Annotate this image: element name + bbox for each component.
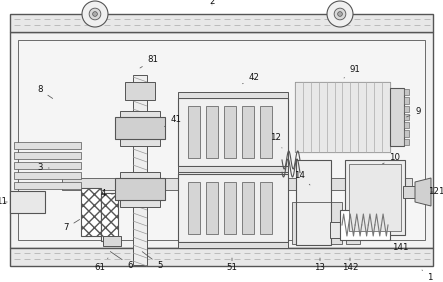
Bar xyxy=(404,97,409,103)
Bar xyxy=(404,114,409,120)
Bar xyxy=(10,32,433,248)
Text: 13: 13 xyxy=(315,258,326,272)
Bar xyxy=(14,172,81,179)
Bar xyxy=(14,162,81,169)
Text: 12: 12 xyxy=(271,133,282,148)
Text: 142: 142 xyxy=(342,258,358,272)
Bar xyxy=(10,248,433,266)
Bar xyxy=(101,193,118,241)
Bar xyxy=(404,105,409,112)
Bar xyxy=(334,82,342,152)
Bar xyxy=(310,202,324,244)
Text: 10: 10 xyxy=(382,153,400,164)
Text: 2: 2 xyxy=(209,0,215,6)
Text: 9: 9 xyxy=(407,107,421,117)
Bar xyxy=(178,92,288,98)
Bar xyxy=(103,236,121,246)
Bar xyxy=(345,160,405,235)
Text: 7: 7 xyxy=(63,219,80,232)
Text: 3: 3 xyxy=(37,164,49,173)
Bar xyxy=(242,182,254,234)
Bar xyxy=(350,82,358,152)
Bar xyxy=(133,75,147,265)
Bar xyxy=(14,142,81,149)
Bar xyxy=(178,174,288,242)
Bar xyxy=(366,82,374,152)
Bar xyxy=(18,40,425,240)
Bar xyxy=(178,166,288,172)
Bar xyxy=(374,82,382,152)
Bar xyxy=(303,82,311,152)
Bar xyxy=(390,88,404,146)
Bar xyxy=(295,82,303,152)
Text: 4: 4 xyxy=(100,190,113,199)
Text: 8: 8 xyxy=(37,85,53,98)
Bar xyxy=(81,188,101,236)
Circle shape xyxy=(338,12,342,16)
Bar xyxy=(178,168,288,174)
Bar xyxy=(326,82,334,152)
Bar xyxy=(342,82,350,152)
Bar xyxy=(14,182,81,189)
Bar xyxy=(340,210,390,240)
Bar xyxy=(319,82,326,152)
Bar xyxy=(404,89,409,95)
Text: 1: 1 xyxy=(422,270,433,282)
Bar xyxy=(260,182,272,234)
Text: 61: 61 xyxy=(94,258,108,272)
Bar xyxy=(403,186,417,198)
Bar xyxy=(296,160,331,245)
Bar xyxy=(125,82,155,100)
Bar xyxy=(349,164,401,231)
Text: 14: 14 xyxy=(295,171,310,185)
Bar xyxy=(206,182,218,234)
Text: 42: 42 xyxy=(242,74,260,84)
Bar xyxy=(188,106,200,158)
Bar xyxy=(188,182,200,234)
Bar xyxy=(224,106,236,158)
Text: 121: 121 xyxy=(428,188,443,197)
Bar xyxy=(346,202,360,244)
Bar xyxy=(311,82,319,152)
Bar xyxy=(120,111,160,146)
Polygon shape xyxy=(415,178,431,206)
Bar xyxy=(328,202,342,244)
Bar xyxy=(206,106,218,158)
Circle shape xyxy=(82,1,108,27)
Text: 141: 141 xyxy=(390,240,408,252)
Bar xyxy=(404,122,409,128)
Bar xyxy=(330,222,368,238)
Bar xyxy=(115,117,165,139)
Bar xyxy=(242,106,254,158)
Circle shape xyxy=(89,8,101,20)
Bar xyxy=(120,172,160,207)
Bar xyxy=(358,82,366,152)
Text: 51: 51 xyxy=(226,258,237,272)
Bar xyxy=(10,14,433,32)
Text: 81: 81 xyxy=(140,56,159,68)
Text: 5: 5 xyxy=(142,252,163,270)
Circle shape xyxy=(334,8,346,20)
Text: 91: 91 xyxy=(344,65,361,78)
Bar xyxy=(295,82,390,152)
Bar xyxy=(260,106,272,158)
Bar xyxy=(10,191,45,213)
Bar xyxy=(404,131,409,137)
Bar xyxy=(382,82,390,152)
Text: 41: 41 xyxy=(164,116,182,127)
Bar xyxy=(14,152,81,159)
Bar xyxy=(292,202,306,244)
Text: 6: 6 xyxy=(110,252,133,270)
Bar xyxy=(62,178,412,190)
Bar xyxy=(224,182,236,234)
Bar xyxy=(178,98,288,166)
Bar xyxy=(115,178,165,200)
Circle shape xyxy=(327,1,353,27)
Bar xyxy=(404,139,409,145)
Bar xyxy=(178,242,288,248)
Text: 11: 11 xyxy=(0,197,8,206)
Circle shape xyxy=(93,12,97,16)
